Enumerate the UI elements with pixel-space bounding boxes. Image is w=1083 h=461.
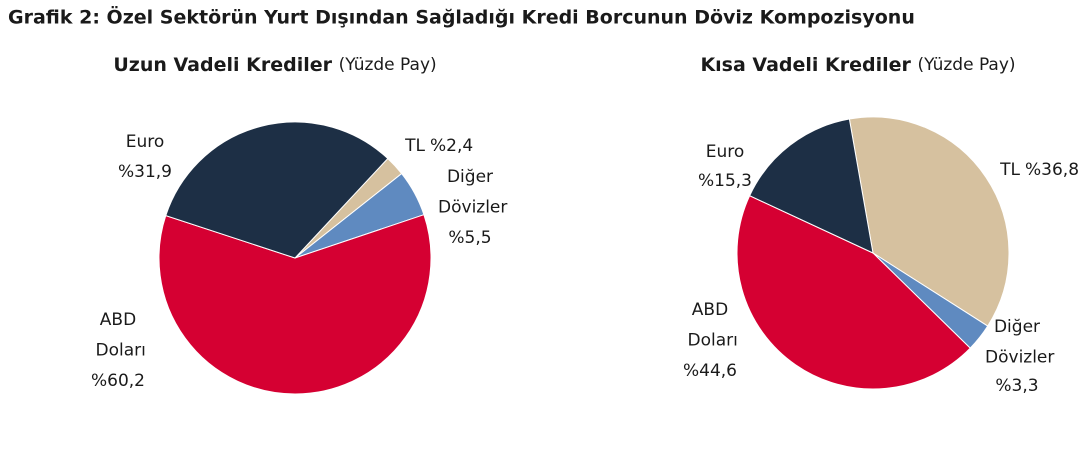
page-title: Grafik 2: Özel Sektörün Yurt Dışından Sa… bbox=[8, 5, 915, 29]
slice-category: Diğer Dövizler bbox=[433, 167, 508, 218]
chart-subtitle: (Yüzde Pay) bbox=[339, 55, 437, 75]
pie-slice bbox=[165, 121, 389, 259]
pie-slice bbox=[848, 116, 1010, 327]
chart-subtitle: (Yüzde Pay) bbox=[918, 55, 1016, 75]
pie-slice bbox=[748, 118, 874, 254]
slice-category: ABD Doları bbox=[682, 300, 738, 351]
slice-category: Diğer Dövizler bbox=[980, 317, 1055, 368]
slice-category: TL bbox=[404, 136, 425, 156]
chart-title-text: Kısa Vadeli Krediler bbox=[700, 54, 911, 76]
pie-slice bbox=[736, 195, 971, 390]
chart-title-text: Uzun Vadeli Krediler bbox=[113, 54, 332, 76]
slice-value-label: %36,8 bbox=[1025, 160, 1079, 180]
slice-value-label: %15,3 bbox=[698, 171, 752, 191]
chart-title: Uzun Vadeli Krediler (Yüzde Pay) bbox=[113, 54, 436, 76]
slice-category: Euro bbox=[126, 132, 165, 152]
pie-slice bbox=[158, 214, 432, 395]
slice-category: Euro bbox=[706, 142, 745, 162]
slice-value-label: %44,6 bbox=[683, 361, 737, 381]
slice-value-label: %3,3 bbox=[995, 376, 1038, 396]
slice-value-label: %60,2 bbox=[91, 371, 145, 391]
slice-value-label: %31,9 bbox=[118, 162, 172, 182]
slice-category: ABD Doları bbox=[90, 310, 146, 361]
slice-value-label: %2,4 bbox=[430, 136, 473, 156]
slice-category: TL bbox=[999, 160, 1020, 180]
chart-title: Kısa Vadeli Krediler (Yüzde Pay) bbox=[700, 54, 1015, 76]
slice-value-label: %5,5 bbox=[448, 228, 491, 248]
